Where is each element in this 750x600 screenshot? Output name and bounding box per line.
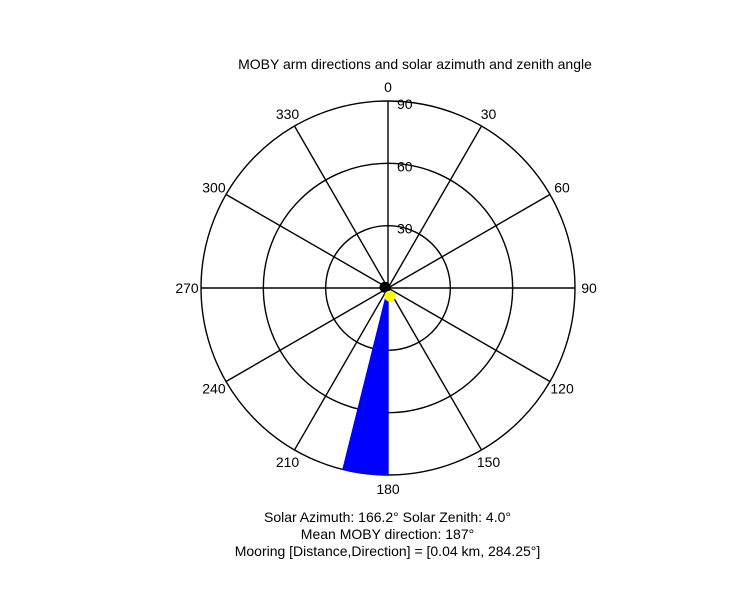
angle-spoke-120 <box>387 287 551 383</box>
angle-tick-label-60: 60 <box>554 180 570 196</box>
moby-direction-caption: Mean MOBY direction: 187° <box>300 526 475 542</box>
angle-tick-label-0: 0 <box>384 79 392 95</box>
radial-tick-label-60: 60 <box>397 158 413 174</box>
mooring-marker <box>379 281 391 293</box>
angle-tick-label-300: 300 <box>202 180 226 196</box>
chart-title: MOBY arm directions and solar azimuth an… <box>238 56 592 72</box>
angle-tick-label-240: 240 <box>202 381 226 397</box>
angle-spoke-210 <box>293 287 389 451</box>
angle-tick-label-90: 90 <box>581 280 597 296</box>
angle-tick-label-30: 30 <box>481 106 497 122</box>
mooring-caption: Mooring [Distance,Direction] = [0.04 km,… <box>234 543 541 559</box>
sun-marker <box>384 290 396 302</box>
angle-tick-label-330: 330 <box>276 106 300 122</box>
radial-tick-label-30: 30 <box>397 221 413 237</box>
angle-spoke-60 <box>387 193 551 289</box>
angle-tick-label-150: 150 <box>477 454 501 470</box>
radial-tick-label-90: 90 <box>397 96 413 112</box>
angle-spoke-240 <box>225 287 389 383</box>
angle-tick-label-270: 270 <box>175 280 199 296</box>
angle-tick-label-180: 180 <box>376 481 400 497</box>
angle-tick-label-120: 120 <box>550 381 574 397</box>
angle-spoke-330 <box>293 125 389 289</box>
angle-tick-label-210: 210 <box>276 454 300 470</box>
angle-spoke-150 <box>387 287 483 451</box>
angle-spoke-300 <box>225 193 389 289</box>
angle-spoke-30 <box>387 125 483 289</box>
moby-arm-sector <box>342 287 389 476</box>
solar-angles-caption: Solar Azimuth: 166.2° Solar Zenith: 4.0° <box>264 509 511 525</box>
